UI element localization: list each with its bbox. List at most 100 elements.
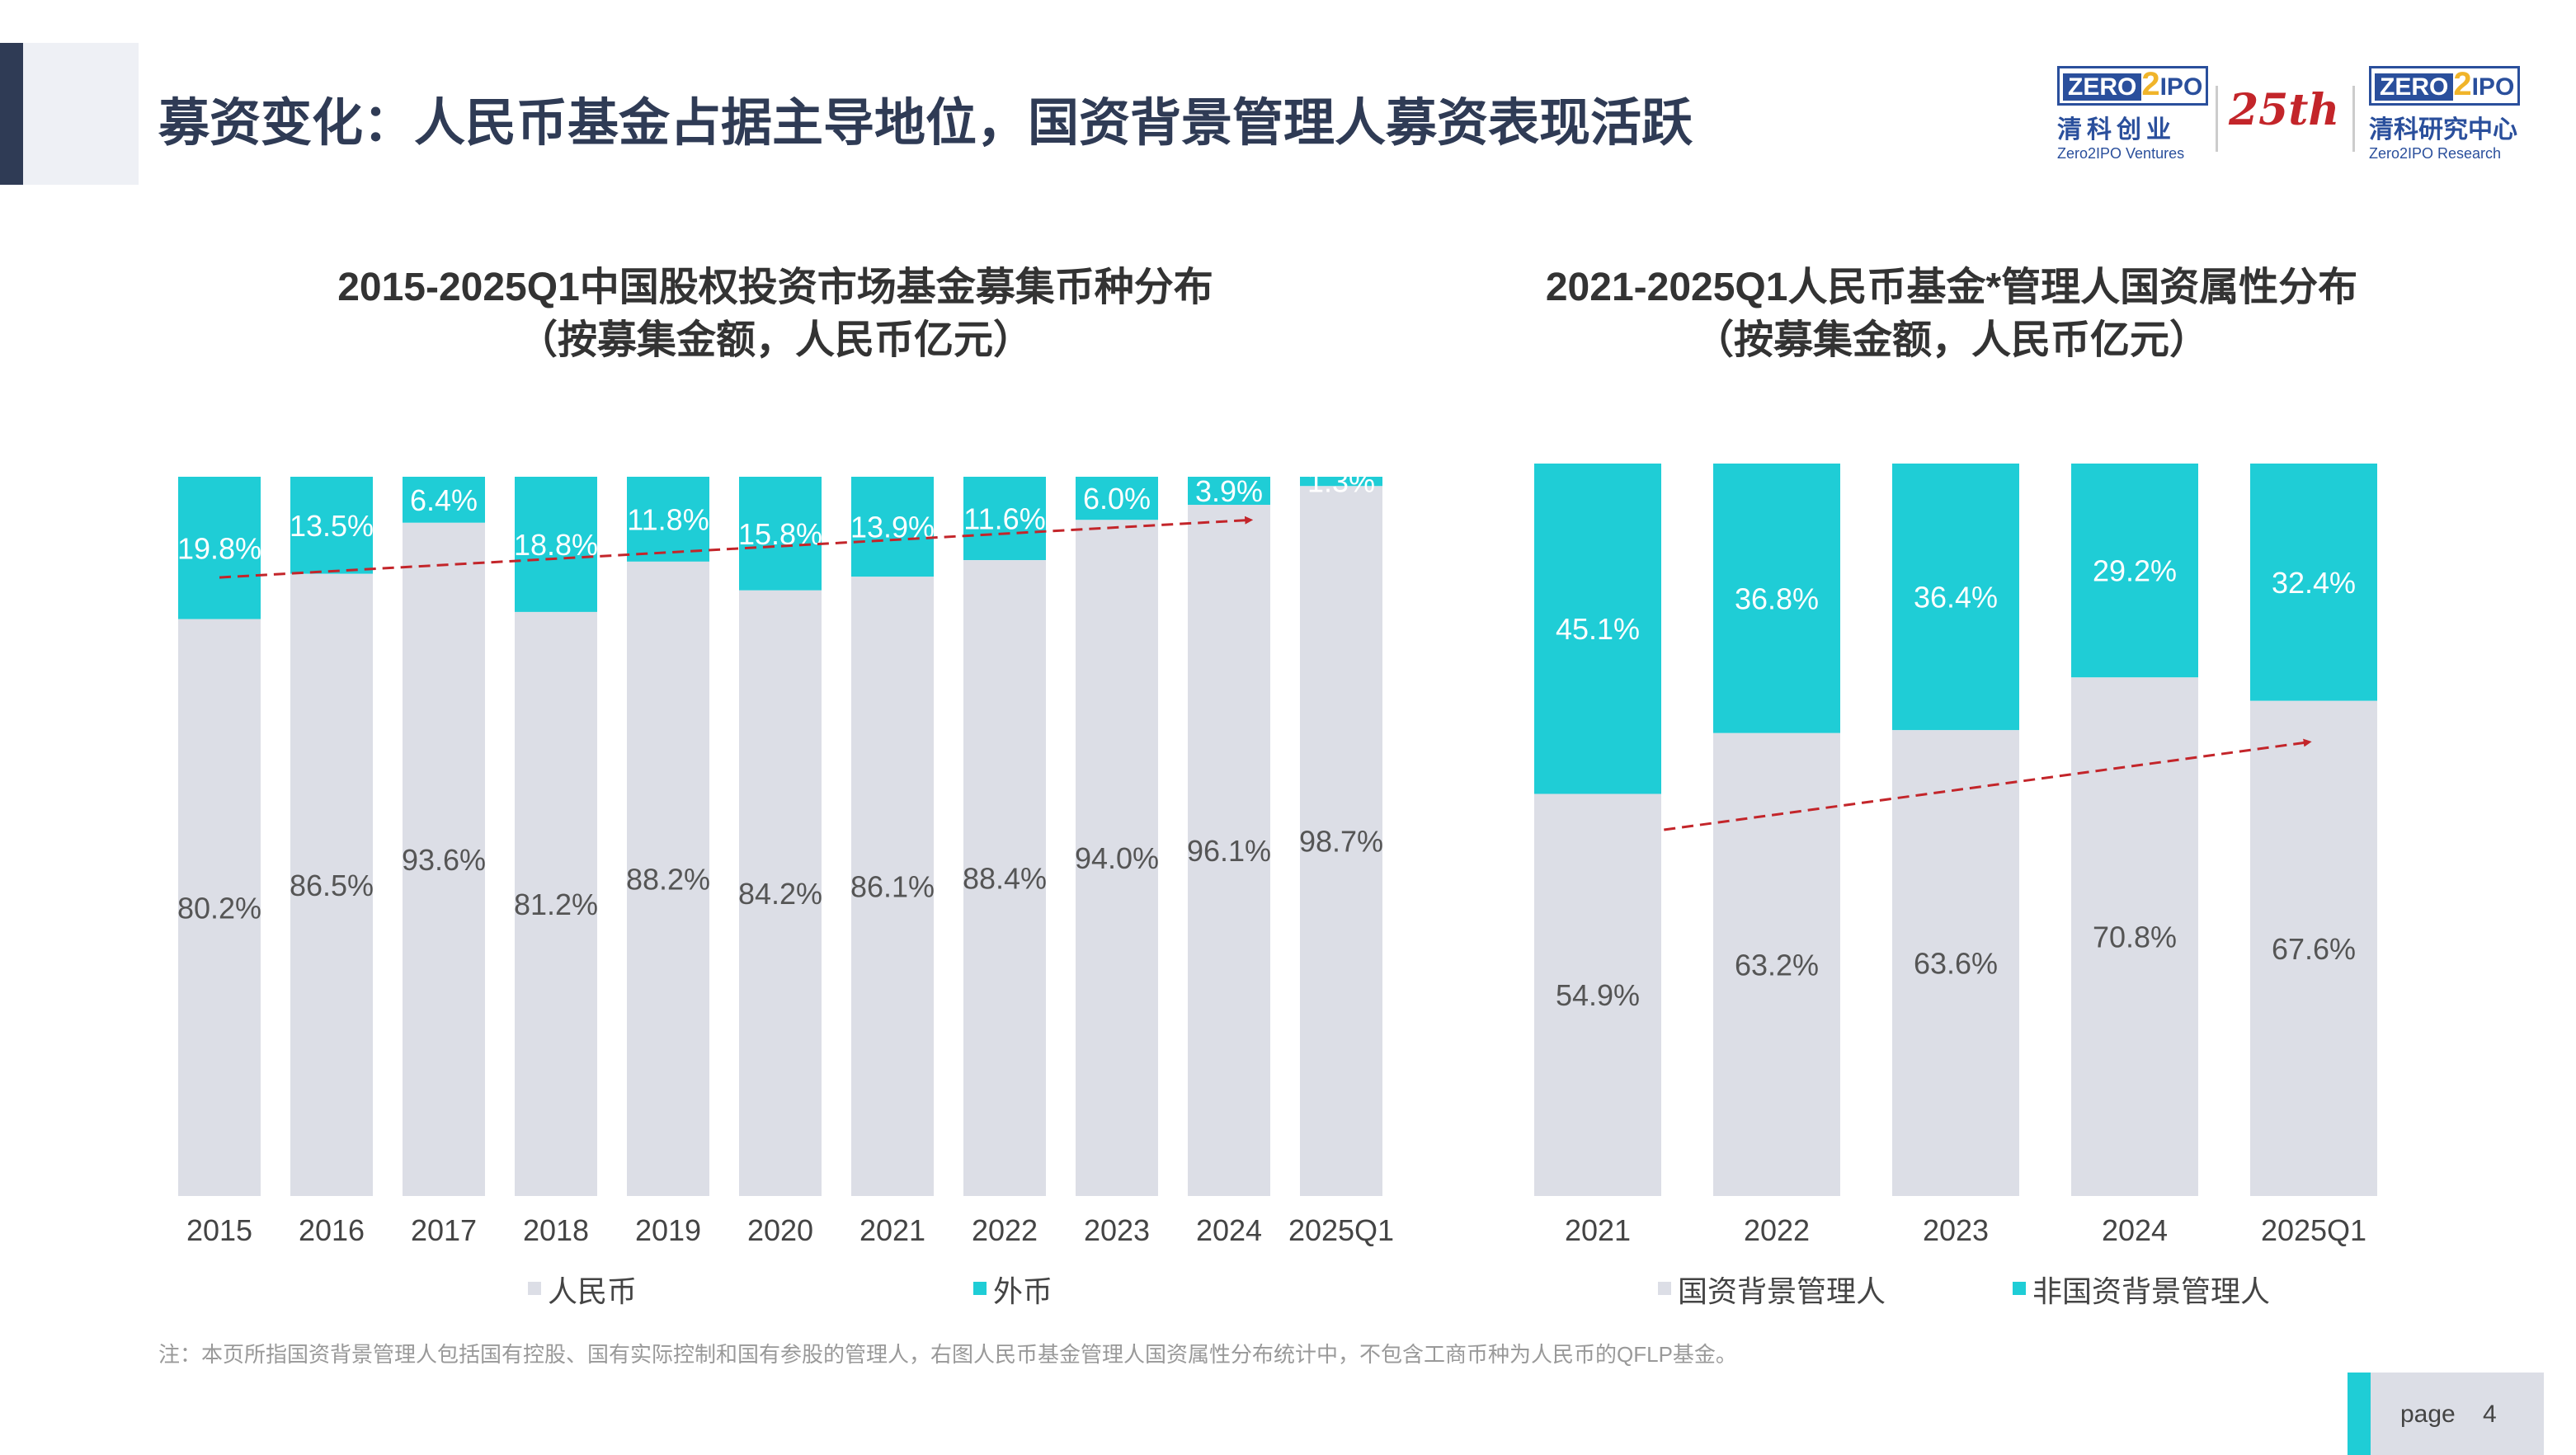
data-label: 88.2% — [626, 862, 710, 896]
bar-segment-foreign — [1076, 477, 1158, 520]
bar-segment-non-state — [2071, 464, 2198, 678]
data-label: 15.8% — [738, 517, 822, 551]
ventures-en-name: Zero2IPO Ventures — [2057, 145, 2185, 162]
data-label: 63.2% — [1735, 948, 1819, 982]
legend-label: 非国资背景管理人 — [2032, 1274, 2270, 1308]
chart-title: 2015-2025Q1中国股权投资市场基金募集币种分布 — [337, 266, 1213, 309]
legend-swatch — [1658, 1282, 1671, 1295]
wordmark-zero: ZERO — [2375, 73, 2454, 101]
legend-label: 外币 — [993, 1274, 1053, 1308]
bar-segment-state — [1713, 732, 1840, 1196]
data-label: 19.8% — [177, 531, 261, 565]
ventures-wordmark: ZERO 2IPO — [2057, 66, 2209, 106]
x-tick-label: 2015 — [186, 1213, 252, 1247]
page-label: page — [2400, 1401, 2456, 1428]
x-tick-label: 2025Q1 — [2261, 1213, 2366, 1247]
data-label: 6.0% — [1083, 482, 1151, 516]
data-label: 36.8% — [1735, 582, 1819, 615]
bar-segment-rmb — [290, 573, 373, 1196]
page-title: 募资变化：人民币基金占据主导地位，国资背景管理人募资表现活跃 — [158, 95, 1693, 152]
research-cn-name: 清科研究中心 — [2369, 116, 2517, 144]
wordmark-two: 2 — [2453, 66, 2472, 102]
bar-segment-foreign — [290, 477, 373, 574]
footnote: 注：本页所指国资背景管理人包括国有控股、国有实际控制和国有参股的管理人，右图人民… — [158, 1342, 1737, 1367]
x-tick-label: 2016 — [299, 1213, 365, 1247]
x-tick-label: 2019 — [635, 1213, 701, 1247]
bar-segment-non-state — [1892, 464, 2019, 731]
research-wordmark: ZERO 2IPO — [2369, 66, 2521, 106]
bar-segment-foreign — [178, 477, 261, 619]
data-label: 70.8% — [2093, 921, 2177, 954]
bar-segment-foreign — [1188, 477, 1270, 506]
x-tick-label: 2022 — [1744, 1213, 1810, 1247]
page-number: 4 — [2483, 1401, 2497, 1428]
data-label: 45.1% — [1556, 612, 1640, 646]
bar-segment-rmb — [1076, 520, 1158, 1196]
bar-segment-rmb — [515, 611, 597, 1196]
bar-segment-non-state — [2250, 464, 2377, 701]
page-indicator — [2371, 1373, 2544, 1455]
data-label: 6.4% — [410, 483, 478, 517]
x-tick-label: 2025Q1 — [1288, 1213, 1394, 1247]
logo-divider — [2216, 86, 2218, 152]
bar-segment-state — [2250, 700, 2377, 1196]
data-label: 13.5% — [290, 509, 374, 543]
bar-segment-rmb — [1188, 505, 1270, 1196]
chart-subtitle: （按募集金额，人民币亿元） — [518, 318, 1033, 362]
bar-segment-rmb — [739, 590, 822, 1196]
x-tick-label: 2024 — [1196, 1213, 1262, 1247]
page-accent — [2348, 1373, 2371, 1455]
x-tick-label: 2021 — [859, 1213, 925, 1247]
data-label: 81.2% — [514, 888, 598, 921]
wordmark-two: 2 — [2141, 66, 2160, 102]
x-tick-label: 2023 — [1923, 1213, 1989, 1247]
data-label: 67.6% — [2272, 932, 2356, 966]
data-label: 3.9% — [1195, 474, 1263, 508]
bar-segment-rmb — [963, 560, 1046, 1196]
bar-segment-foreign — [739, 477, 822, 591]
bar-segment-rmb — [1300, 486, 1382, 1196]
legend-swatch — [2013, 1282, 2026, 1295]
trend-arrow — [219, 516, 1254, 579]
zero2ipo-ventures-logo: ZERO 2IPO 清科创业 Zero2IPO Ventures — [2057, 66, 2209, 162]
data-label: 98.7% — [1299, 825, 1383, 859]
data-label: 13.9% — [850, 511, 935, 544]
bar-segment-rmb — [403, 522, 485, 1196]
data-label: 11.6% — [963, 502, 1045, 536]
legend-label: 人民币 — [548, 1274, 637, 1308]
anniversary-logo: 25th — [2229, 85, 2340, 135]
chart-title: 2021-2025Q1人民币基金*管理人国资属性分布 — [1546, 266, 2357, 309]
data-label: 86.1% — [850, 870, 935, 904]
bar-segment-rmb — [851, 577, 934, 1196]
logo-divider — [2352, 86, 2355, 152]
zero2ipo-research-logo: ZERO 2IPO 清科研究中心 Zero2IPO Research — [2369, 66, 2521, 162]
bar-segment-state — [2071, 677, 2198, 1196]
bar-segment-state — [1534, 793, 1661, 1196]
data-label: 54.9% — [1556, 978, 1640, 1012]
bar-segment-non-state — [1713, 464, 1840, 733]
data-label: 86.5% — [290, 869, 374, 902]
x-tick-label: 2021 — [1565, 1213, 1631, 1247]
x-tick-label: 2022 — [972, 1213, 1038, 1247]
x-tick-label: 2024 — [2102, 1213, 2168, 1247]
wordmark-zero: ZERO — [2063, 73, 2142, 101]
legend-label: 国资背景管理人 — [1678, 1274, 1886, 1308]
bar-segment-foreign — [627, 477, 709, 562]
data-label: 93.6% — [402, 843, 486, 877]
x-tick-label: 2017 — [411, 1213, 477, 1247]
data-label: 96.1% — [1187, 834, 1271, 868]
data-label: 80.2% — [177, 891, 261, 925]
bar-segment-foreign — [515, 477, 597, 612]
bar-segment-foreign — [403, 477, 485, 523]
data-label: 32.4% — [2272, 566, 2356, 600]
chart-subtitle: （按募集金额，人民币亿元） — [1694, 318, 2209, 362]
ventures-cn-name: 清科创业 — [2057, 116, 2176, 144]
bar-segment-foreign — [1300, 477, 1382, 487]
wordmark-ipo: IPO — [2159, 73, 2203, 101]
data-label: 1.3% — [1307, 465, 1375, 499]
bar-segment-state — [1892, 730, 2019, 1196]
legend-swatch — [528, 1282, 541, 1295]
x-tick-label: 2023 — [1084, 1213, 1150, 1247]
data-label: 36.4% — [1914, 581, 1998, 614]
